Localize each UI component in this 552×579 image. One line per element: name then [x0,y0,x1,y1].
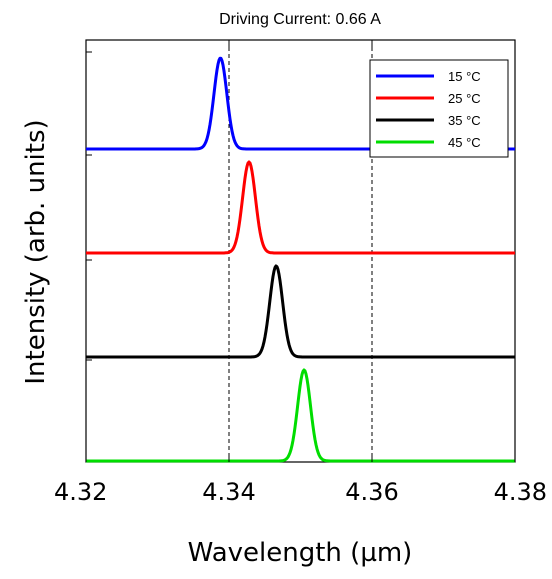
y-ticks [86,51,92,361]
x-tick-label-0: 4.32 [54,478,107,506]
y-axis-title: Intensity (arb. units) [21,119,51,384]
x-tick-label-1: 4.34 [202,478,255,506]
x-axis-title: Wavelength (µm) [188,538,413,568]
legend: 15 °C 25 °C 35 °C 45 °C [369,59,509,158]
plot-frame [85,39,516,463]
chart-title: Driving Current: 0.66 A [219,11,381,28]
x-tick-label-2: 4.36 [345,478,398,506]
series-line-1 [85,160,516,255]
legend-label-0: 15 °C [448,69,481,84]
legend-label-3: 45 °C [448,135,481,150]
series-line-2 [85,264,516,359]
legend-label-2: 35 °C [448,113,481,128]
x-tick-label-3: 4.38 [494,478,547,506]
legend-label-1: 25 °C [448,91,481,106]
reference-lines [228,40,373,462]
series-line-3 [85,368,516,463]
x-ticks: 4.32 4.34 4.36 4.38 [54,40,547,506]
